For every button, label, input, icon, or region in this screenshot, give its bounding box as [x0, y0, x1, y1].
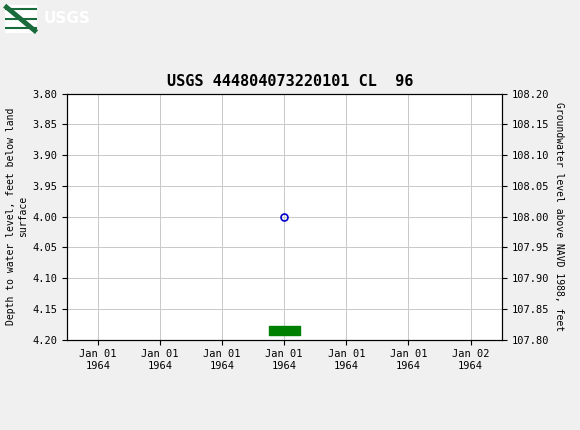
Y-axis label: Groundwater level above NAVD 1988, feet: Groundwater level above NAVD 1988, feet	[554, 102, 564, 331]
Text: USGS: USGS	[44, 12, 90, 26]
Y-axis label: Depth to water level, feet below land
surface: Depth to water level, feet below land su…	[6, 108, 28, 326]
Legend: Period of approved data: Period of approved data	[187, 428, 382, 430]
Text: USGS 444804073220101 CL  96: USGS 444804073220101 CL 96	[167, 74, 413, 89]
FancyBboxPatch shape	[5, 5, 37, 33]
